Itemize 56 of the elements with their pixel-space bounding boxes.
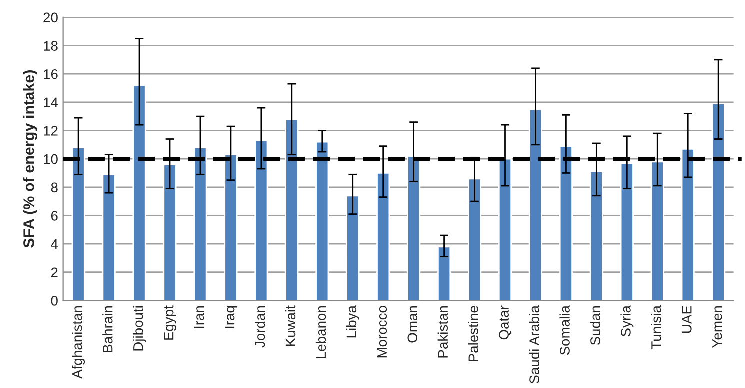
x-tick-label: Saudi Arabia — [529, 306, 540, 384]
x-tick-label: Djibouti — [133, 306, 146, 351]
bar — [316, 141, 330, 301]
y-tick-label: 2 — [51, 268, 58, 278]
x-tick-label: Sudan — [590, 306, 600, 346]
bar — [376, 172, 390, 301]
bar — [346, 195, 360, 301]
x-tick-label: Jordan — [254, 306, 266, 348]
x-tick-label: Qatar — [499, 306, 512, 340]
bar — [712, 103, 726, 301]
x-tick-label: Yemen — [712, 306, 722, 348]
x-tick-label: Afghanistan — [72, 306, 86, 379]
y-axis-title: SFA (% of energy intake) — [23, 70, 38, 248]
y-tick-label: 20 — [44, 12, 58, 23]
bar — [498, 158, 512, 301]
bar — [254, 140, 268, 301]
bar — [163, 164, 177, 301]
x-tick-label: Morocco — [377, 306, 388, 358]
x-tick-label: Palestine — [468, 306, 478, 362]
y-tick-label: 18 — [44, 41, 58, 51]
x-tick-label: Pakistan — [438, 306, 448, 358]
bar — [528, 108, 543, 301]
x-tick-label: Kuwait — [285, 306, 296, 346]
y-tick-label: 16 — [44, 69, 58, 80]
bar — [590, 171, 604, 301]
x-tick-label: Bahrain — [102, 306, 113, 352]
y-tick-label: 6 — [51, 211, 58, 221]
bar — [650, 161, 664, 301]
x-tick-label: Libya — [346, 306, 360, 338]
bar — [407, 156, 421, 301]
x-tick-label: Syria — [620, 306, 634, 337]
x-tick-label: Somalia — [560, 306, 570, 356]
x-tick-label: Lebanon — [316, 306, 326, 358]
bar — [224, 154, 238, 301]
y-tick-label: 8 — [51, 182, 58, 193]
y-tick-label: 12 — [44, 126, 58, 136]
bar — [132, 84, 146, 301]
x-tick-label: UAE — [682, 306, 692, 334]
bar — [72, 147, 86, 301]
x-tick-label: Tunisia — [651, 306, 662, 350]
bar — [681, 148, 695, 301]
bar — [468, 178, 482, 301]
y-tick-label: 14 — [44, 98, 58, 108]
bar — [194, 147, 208, 301]
bar — [620, 162, 634, 301]
x-tick-label: Egypt — [164, 306, 176, 340]
bar — [102, 174, 116, 301]
y-tick-label: 4 — [51, 240, 58, 250]
bar — [438, 246, 452, 301]
y-tick-label: 0 — [51, 296, 58, 306]
x-tick-label: Oman — [408, 306, 418, 343]
bar — [285, 118, 299, 301]
x-tick-label: Iran — [194, 306, 204, 328]
bar — [559, 146, 573, 301]
y-tick-label: 10 — [44, 154, 58, 164]
x-tick-label: Iraq — [224, 306, 238, 328]
